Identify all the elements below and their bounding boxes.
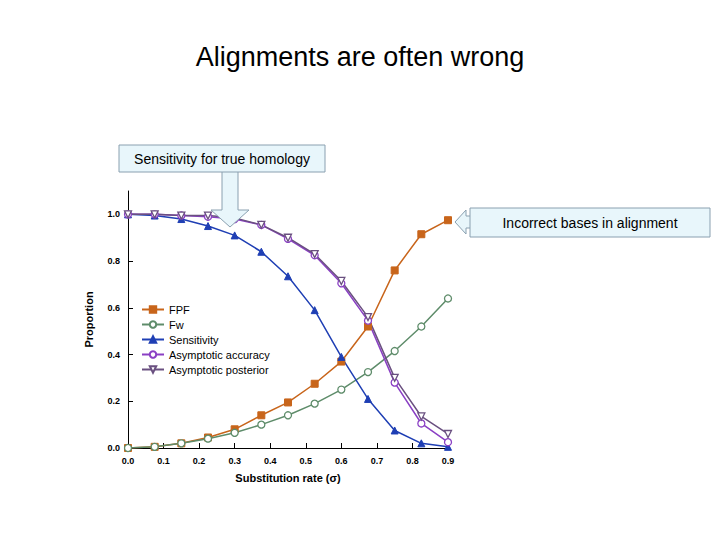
svg-text:FPF: FPF [169,304,190,316]
svg-text:0.5: 0.5 [300,456,313,466]
svg-text:Incorrect bases in alignment: Incorrect bases in alignment [502,215,677,231]
svg-text:0.8: 0.8 [406,456,419,466]
svg-text:0.0: 0.0 [122,456,135,466]
svg-text:Asymptotic posterior: Asymptotic posterior [169,364,269,376]
svg-text:0.1: 0.1 [157,456,170,466]
svg-text:0.3: 0.3 [228,456,241,466]
svg-text:0.9: 0.9 [442,456,455,466]
svg-text:Alignments are often wrong: Alignments are often wrong [196,42,525,72]
svg-text:0.2: 0.2 [107,396,120,406]
svg-text:0.8: 0.8 [107,256,120,266]
svg-text:Sensitivity for true homology: Sensitivity for true homology [134,151,310,167]
svg-text:0.7: 0.7 [371,456,384,466]
svg-text:Sensitivity: Sensitivity [169,334,219,346]
svg-text:Asymptotic accuracy: Asymptotic accuracy [169,349,270,361]
svg-text:0.4: 0.4 [264,456,277,466]
svg-text:1.0: 1.0 [107,209,120,219]
svg-text:Substitution rate (σ): Substitution rate (σ) [235,472,341,484]
svg-text:0.4: 0.4 [107,350,120,360]
svg-text:0.0: 0.0 [107,443,120,453]
svg-text:0.2: 0.2 [193,456,206,466]
svg-text:Proportion: Proportion [83,291,95,347]
svg-text:0.6: 0.6 [335,456,348,466]
svg-text:Fw: Fw [169,319,184,331]
svg-text:0.6: 0.6 [107,303,120,313]
